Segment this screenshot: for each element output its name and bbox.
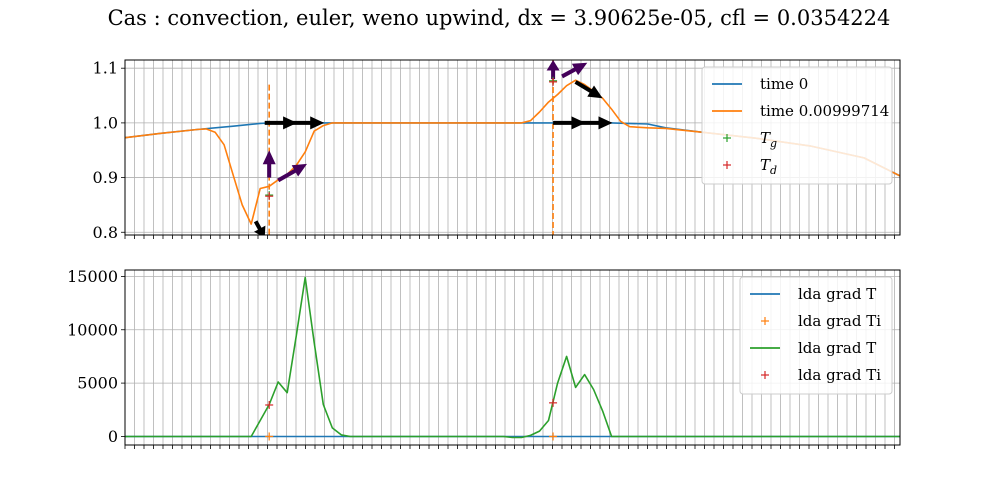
top-y-tick-label: 1.1 (93, 59, 118, 78)
bottom-y-tick-label: 5000 (77, 374, 118, 393)
legend-marker-swatch (761, 371, 769, 379)
quiver-arrow (574, 80, 603, 99)
bottom-y-tick-label: 0 (108, 427, 118, 446)
plus-marker (265, 192, 274, 201)
top-legend-box (701, 66, 893, 185)
quiver-arrow (264, 116, 298, 130)
plus-marker (265, 432, 274, 441)
legend-label: time 0 (760, 75, 808, 93)
quiver-arrow (253, 220, 266, 235)
bottom-legend: lda grad T lda grad Ti lda grad T lda grad … (739, 276, 893, 395)
legend-label: Td (760, 156, 777, 177)
quiver-arrow (553, 116, 586, 130)
quiver-arrow (561, 62, 588, 79)
figure-title: Cas : convection, euler, weno upwind, dx… (108, 6, 891, 30)
legend-marker-swatch (723, 134, 731, 142)
legend-marker-swatch (761, 317, 769, 325)
bottom-series-line-2 (125, 276, 900, 439)
legend-label: lda grad T (798, 285, 876, 303)
plus-marker (265, 400, 274, 409)
bottom-axes-frame (124, 269, 901, 446)
legend-label: lda grad T (798, 339, 876, 357)
quiver-arrow (262, 150, 276, 178)
top-y-tick-label: 1.0 (93, 113, 118, 132)
quiver-arrow (546, 60, 560, 80)
legend-marker-swatch (723, 161, 731, 169)
plus-marker (549, 398, 558, 407)
legend-label: Tg (760, 129, 777, 150)
bottom-legend-box (739, 276, 893, 395)
bottom-y-tick-label: 10000 (67, 320, 118, 339)
top-legend: time 0 time 0.00999714 Tg Td (701, 66, 893, 185)
top-y-tick-label: 0.9 (93, 168, 118, 187)
quiver-arrow (277, 163, 307, 183)
quiver-arrow (580, 116, 613, 130)
legend-label: lda grad Ti (798, 366, 881, 384)
legend-label: time 0.00999714 (760, 102, 889, 120)
legend-label: lda grad Ti (798, 312, 881, 330)
plus-marker (549, 77, 558, 86)
top-axes-frame (124, 59, 901, 236)
quiver-arrow (291, 116, 325, 130)
plus-marker (549, 432, 558, 441)
top-series-line-1 (125, 79, 900, 225)
top-y-tick-label: 0.8 (93, 223, 118, 242)
bottom-y-tick-label: 15000 (67, 267, 118, 286)
bottom-plot-area (125, 276, 900, 441)
top-axes: 0.8 0.9 1.0 1.1 time 0 time 0.00999714 Tg Td (93, 59, 901, 242)
